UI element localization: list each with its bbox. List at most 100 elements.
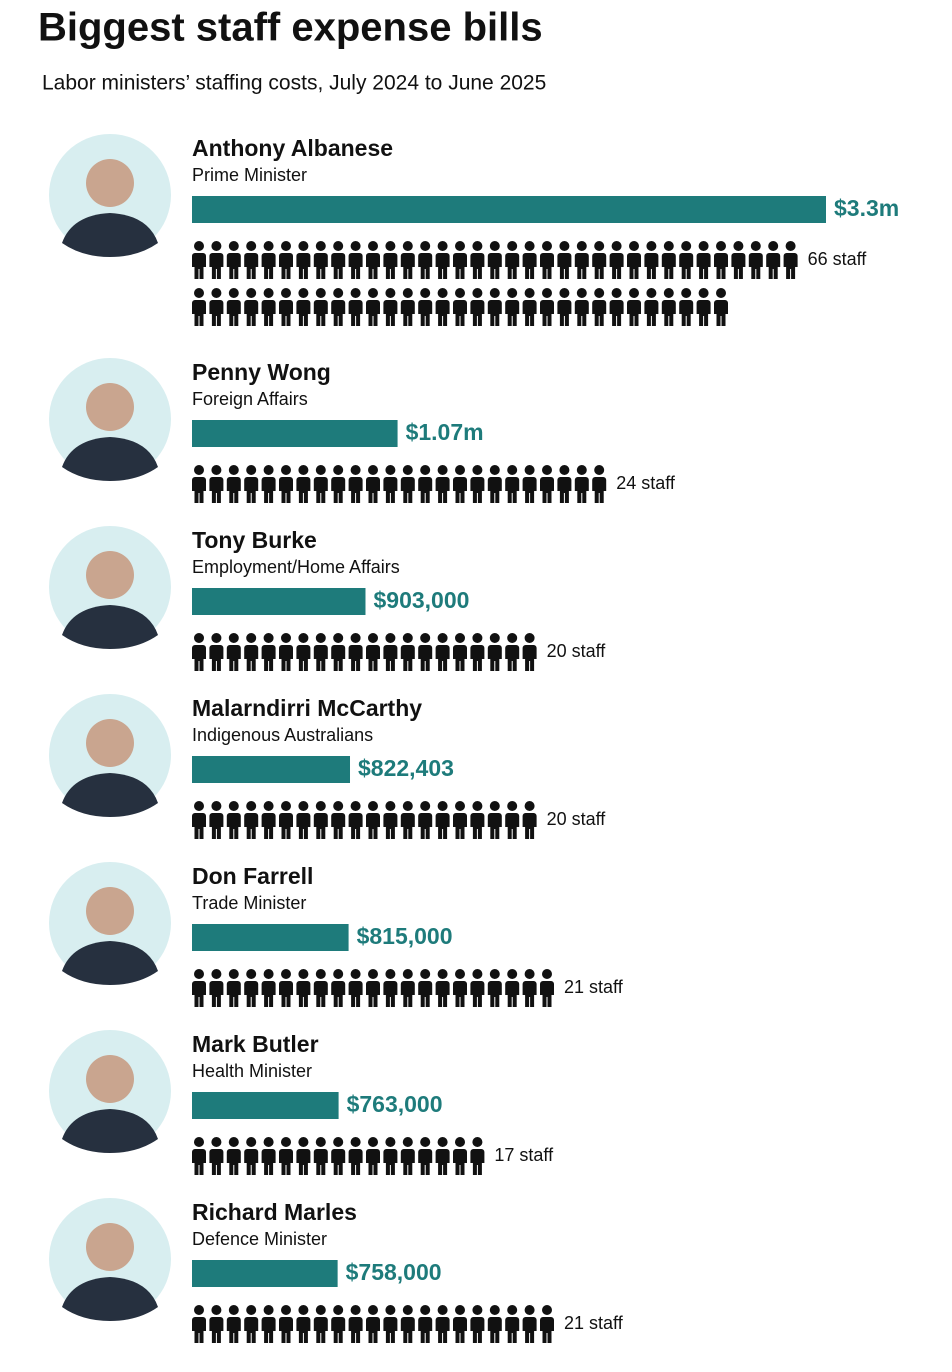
icon-body [435,477,450,503]
staff-icon [435,288,450,326]
staff-icon [348,241,363,279]
staff-icon [505,288,520,326]
staff-icon [348,801,363,839]
icon-head [263,1305,274,1315]
icon-body [226,477,241,503]
icon-head [350,1305,361,1315]
icon-head [420,969,431,979]
icon-body [348,1149,363,1175]
icon-head [246,969,257,979]
icon-head [333,1305,344,1315]
staff-icons [192,801,537,839]
staff-icon [226,801,241,839]
icon-head [576,241,587,251]
staff-icon [557,241,572,279]
staff-icon [366,241,380,279]
staff-icon [192,633,206,671]
staff-icon [453,801,467,839]
icon-body [522,813,537,839]
staff-icon [296,969,311,1007]
staff-icon [592,241,607,279]
staff-icon [313,288,328,326]
icon-head [472,801,483,811]
icon-body [453,645,467,671]
icon-body [505,1317,520,1343]
icon-head [228,465,239,475]
staff-icon [279,1137,293,1175]
icon-head [194,288,204,298]
icon-head [559,241,570,251]
staff-icon [226,1305,241,1343]
minister-role: Employment/Home Affairs [192,557,400,577]
icon-body [435,253,450,279]
minister-role: Trade Minister [192,893,306,913]
staff-icon [313,633,328,671]
icon-head [785,241,796,251]
icon-body [296,477,311,503]
icon-head [542,465,552,475]
staff-icon [487,969,502,1007]
icon-body [348,1317,363,1343]
staff-icon [226,465,241,503]
icon-body [348,477,363,503]
chart-subtitle: Labor ministers’ staffing costs, July 20… [42,72,546,95]
staff-icon [209,1305,224,1343]
icon-body [296,981,311,1007]
icon-body [383,813,398,839]
staff-icon [209,465,224,503]
icon-head [263,241,274,251]
icon-body [418,1149,433,1175]
icon-body [244,1317,259,1343]
icon-body [748,253,763,279]
icon-head [472,1137,483,1147]
portrait-head [86,887,134,935]
staff-icon [470,465,485,503]
icon-body [400,1317,415,1343]
icon-head [420,801,431,811]
icon-head [750,241,761,251]
icon-head [768,241,779,251]
icon-body [487,253,502,279]
icon-head [350,288,361,298]
icon-head [402,1305,413,1315]
icon-body [540,477,554,503]
icon-body [226,1149,241,1175]
icon-body [261,645,276,671]
icon-head [385,241,396,251]
icon-body [209,253,224,279]
portrait-body [62,773,158,817]
icon-body [296,1317,311,1343]
icon-body [540,253,554,279]
icon-head [333,801,344,811]
icon-body [279,477,293,503]
icon-body [313,645,328,671]
icon-head [420,241,431,251]
staff-icon [453,1305,467,1343]
icon-body [522,645,537,671]
staff-icon [209,801,224,839]
staff-icon [192,1305,206,1343]
staff-icon [522,633,537,671]
icon-head [263,969,274,979]
staff-icon [279,633,293,671]
icon-body [383,253,398,279]
value-label: $758,000 [346,1259,442,1285]
icon-head [629,288,639,298]
staff-icon [261,241,276,279]
staff-icon [331,1137,346,1175]
staff-icon [313,969,328,1007]
icon-head [228,241,239,251]
staff-icon [557,288,572,326]
portrait-body [62,437,158,481]
icon-body [209,981,224,1007]
icon-head [298,465,309,475]
icon-body [487,300,502,326]
icon-body [540,300,554,326]
staff-icon [609,288,624,326]
icon-body [522,1317,537,1343]
staff-icon [435,465,450,503]
icon-body [296,1149,311,1175]
staff-icon [592,288,607,326]
icon-head [298,633,309,643]
staff-icon [505,801,520,839]
